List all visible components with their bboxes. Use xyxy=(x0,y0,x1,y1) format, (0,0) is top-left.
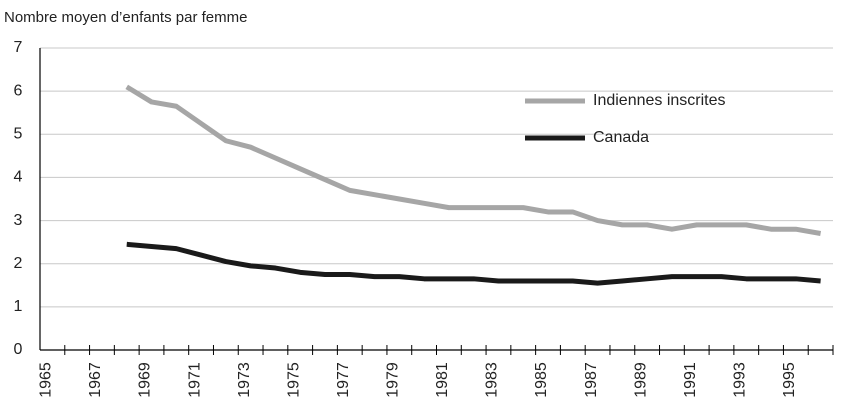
x-tick-label: 1989 xyxy=(632,362,649,398)
x-tick-label: 1977 xyxy=(335,362,352,398)
x-tick-label: 1973 xyxy=(236,362,253,398)
x-tick-label: 1979 xyxy=(385,362,402,398)
x-tick-label: 1975 xyxy=(285,362,302,398)
y-tick-label: 4 xyxy=(14,169,23,186)
x-tick-label: 1967 xyxy=(87,362,104,398)
y-tick-label: 6 xyxy=(14,82,23,99)
data-line xyxy=(126,241,821,286)
x-tick-label: 1987 xyxy=(583,362,600,398)
x-tick-label: 1969 xyxy=(137,362,154,398)
x-tick-label: 1983 xyxy=(484,362,501,398)
x-tick-label: 1991 xyxy=(682,362,699,398)
x-tick-label: 1995 xyxy=(781,362,798,398)
y-tick-label: 3 xyxy=(14,212,23,229)
x-tick-label: 1981 xyxy=(434,362,451,398)
chart-title: Nombre moyen d’enfants par femme xyxy=(4,9,247,26)
y-tick-label: 7 xyxy=(14,39,23,56)
x-tick-label: 1993 xyxy=(731,362,748,398)
y-tick-label: 0 xyxy=(14,341,23,358)
x-tick-label: 1971 xyxy=(186,362,203,398)
x-tick-label: 1985 xyxy=(533,362,550,398)
data-line xyxy=(125,84,822,236)
y-tick-label: 5 xyxy=(14,126,23,143)
y-tick-label: 2 xyxy=(14,255,23,272)
legend-label: Indiennes inscrites xyxy=(593,92,726,109)
x-tick-label: 1965 xyxy=(38,362,55,398)
y-tick-label: 1 xyxy=(14,298,23,315)
legend-label: Canada xyxy=(593,129,649,146)
